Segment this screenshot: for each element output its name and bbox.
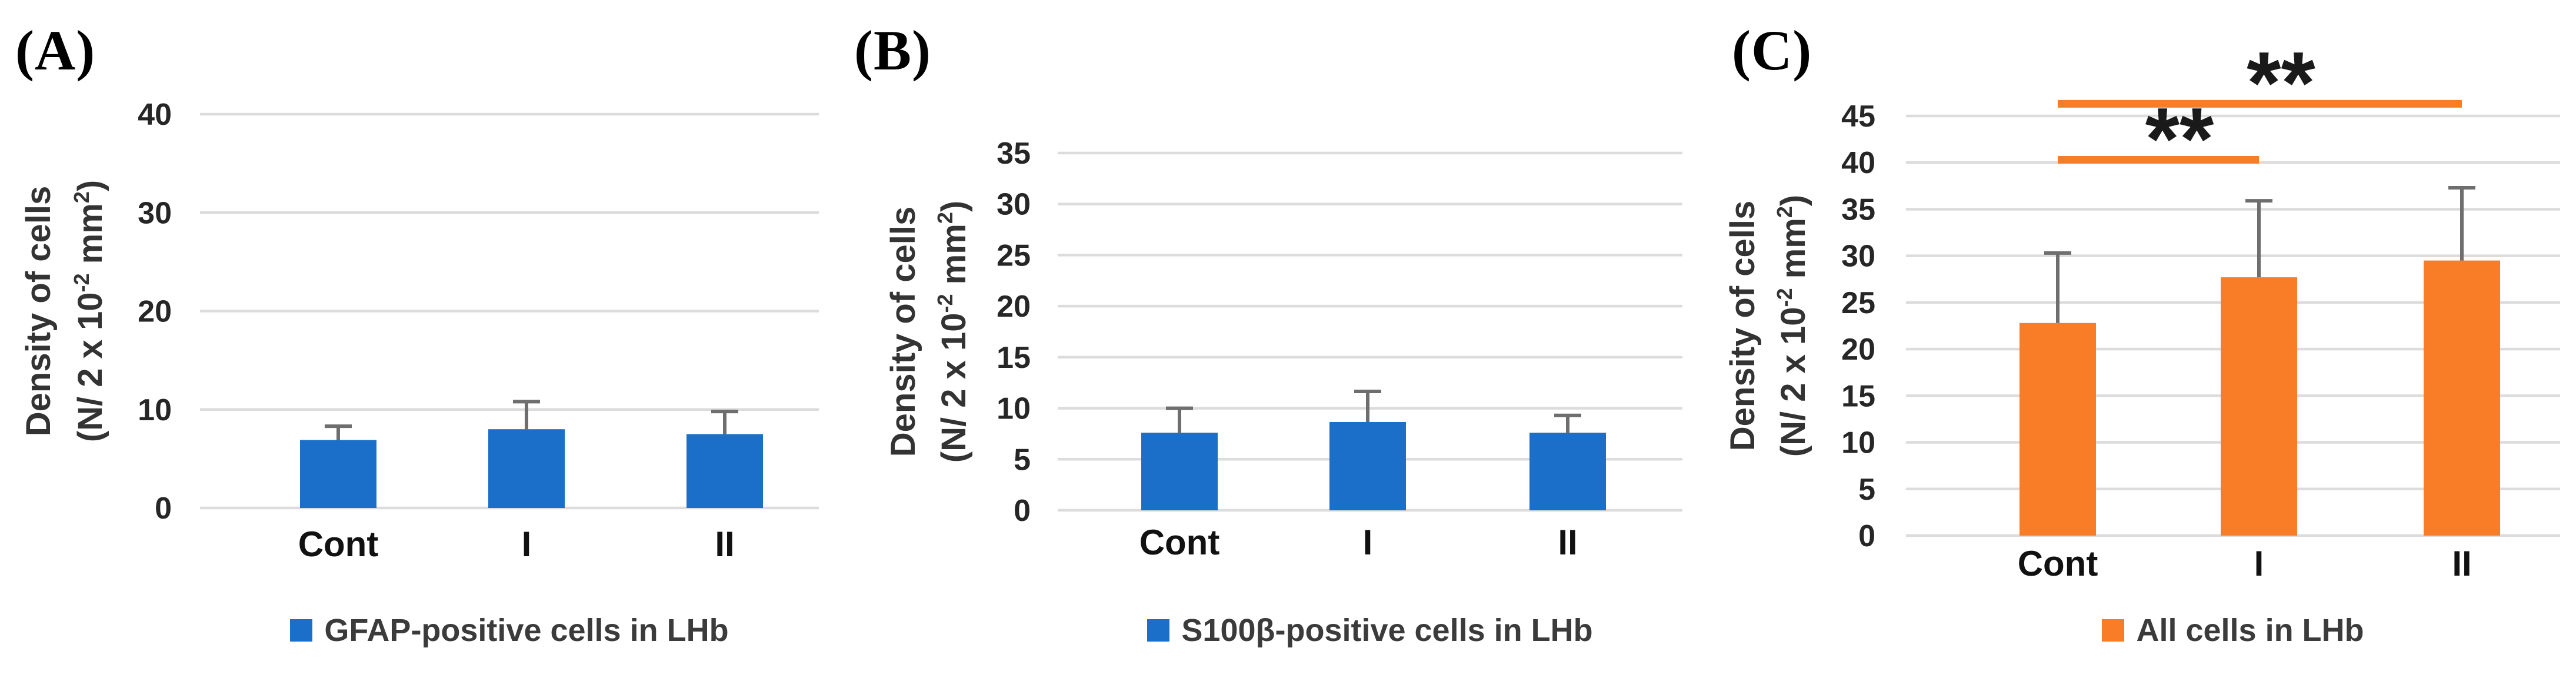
bar-i (2221, 277, 2297, 536)
legend-label: All cells in LHb (2136, 613, 2364, 648)
panel-label: (C) (1732, 19, 1812, 82)
legend: S100β-positive cells in LHb (1058, 605, 1682, 656)
legend-label: S100β-positive cells in LHb (1181, 613, 1593, 648)
bar-cont (2020, 323, 2096, 536)
y-tick-label: 0 (155, 491, 172, 526)
x-category-label: Cont (1139, 523, 1220, 562)
panel-A: (A) 0 10 20 30 40 Cont I II Density of cells (N/ 2… (0, 0, 858, 681)
y-tick-label: 30 (138, 196, 172, 230)
panel-label: (B) (854, 19, 931, 82)
x-category-label: I (522, 524, 532, 564)
legend-swatch-icon (1147, 619, 1170, 642)
panel-C: (C) 0 5 10 15 20 25 30 35 40 45 Cont I II Density of c… (1718, 0, 2576, 681)
y-axis-title-line2: (N/ 2 x 10-2 mm2) (69, 180, 109, 442)
bar-ii (2424, 260, 2500, 536)
panel-label: (A) (15, 19, 96, 82)
bar-ii (687, 434, 763, 508)
y-tick-label: 20 (138, 295, 172, 329)
y-tick-label: 10 (1841, 426, 1875, 460)
bar-ii (1529, 433, 1606, 510)
significance-stars: ** (2247, 33, 2315, 132)
y-tick-label: 30 (1841, 240, 1875, 274)
legend-swatch-icon (2102, 619, 2125, 642)
y-tick-label: 40 (138, 98, 172, 132)
bar-cont (1141, 433, 1218, 510)
y-tick-label: 5 (1858, 473, 1875, 507)
y-axis-title-line2: (N/ 2 x 10-2 mm2) (933, 201, 973, 463)
legend: GFAP-positive cells in LHb (200, 605, 819, 656)
x-category-label: I (2254, 544, 2264, 583)
y-axis-title-line2: (N/ 2 x 10-2 mm2) (1772, 195, 1812, 457)
y-tick-label: 10 (138, 393, 172, 427)
y-tick-label: 30 (997, 188, 1031, 222)
y-axis-title-line1: Density of cells (884, 207, 922, 457)
x-category-label: II (715, 524, 734, 564)
y-tick-label: 15 (997, 341, 1031, 375)
bar-i (1329, 421, 1406, 510)
legend-swatch-icon (290, 619, 313, 642)
y-tick-label: 35 (997, 137, 1031, 171)
y-axis-title-line1: Density of cells (19, 186, 58, 436)
x-category-label: II (2452, 544, 2471, 583)
legend-label: GFAP-positive cells in LHb (324, 613, 729, 648)
y-tick-label: 25 (1841, 286, 1875, 320)
x-category-label: II (1558, 523, 1577, 562)
legend: All cells in LHb (1906, 605, 2560, 656)
x-category-label: Cont (298, 524, 379, 564)
y-tick-label: 40 (1841, 146, 1875, 180)
x-category-label: I (1363, 523, 1373, 562)
y-tick-label: 5 (1014, 443, 1031, 477)
x-category-label: Cont (2018, 544, 2098, 583)
bar-i (488, 429, 565, 508)
y-tick-label: 0 (1858, 519, 1875, 553)
y-tick-label: 25 (997, 238, 1031, 273)
y-tick-label: 35 (1841, 192, 1875, 227)
y-tick-label: 45 (1841, 99, 1875, 134)
y-tick-label: 10 (997, 392, 1031, 426)
y-tick-label: 20 (1841, 333, 1875, 367)
y-axis-title-line1: Density of cells (1724, 201, 1762, 451)
y-tick-label: 0 (1014, 494, 1031, 528)
y-tick-label: 15 (1841, 379, 1875, 413)
y-tick-label: 20 (997, 290, 1031, 324)
panel-B: (B) 0 5 10 15 20 25 30 35 Cont I II Density of cells… (854, 0, 1717, 681)
bar-cont (300, 440, 376, 508)
